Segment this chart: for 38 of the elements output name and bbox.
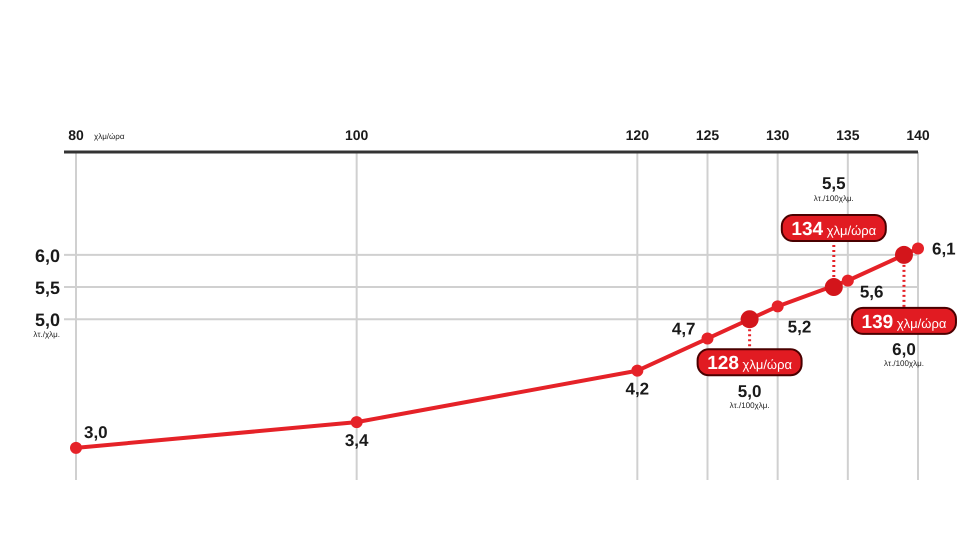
point [70, 442, 82, 454]
annotation: 134 χλμ/ώρα [791, 219, 877, 240]
x-tick-label: 120 [626, 127, 650, 143]
y-tick-label: 5,0 [34, 310, 60, 330]
point [772, 300, 784, 312]
annotation: λτ./100χλμ. [814, 194, 854, 204]
data-label: 5,6 [860, 282, 884, 302]
data-label: 3,0 [84, 422, 108, 442]
annotation: 6,0 [892, 340, 916, 359]
point [894, 246, 913, 264]
y-tick-label: 6,0 [34, 246, 60, 266]
x-axis-title: χλμ/ώρα [94, 132, 125, 141]
y-axis-title: λτ./χλμ. [33, 330, 60, 340]
annotation: 5,0 [738, 382, 762, 402]
y-tick-label: 5,5 [34, 278, 60, 298]
point [631, 364, 644, 377]
x-tick-label: 100 [344, 127, 369, 143]
annotation: λτ./100χλμ. [884, 358, 924, 368]
point [912, 242, 924, 254]
point [842, 274, 854, 287]
annotation: 128 χλμ/ώρα [707, 353, 792, 374]
annotation: 139 χλμ/ώρα [862, 312, 947, 333]
data-label: 4,2 [626, 380, 650, 399]
point [740, 310, 759, 328]
data-label: 5,2 [788, 317, 812, 336]
x-tick-label: 80 [68, 127, 84, 143]
x-tick-label: 125 [696, 127, 720, 143]
point [824, 278, 843, 296]
data-label: 6,1 [932, 239, 956, 258]
annotation: λτ./100χλμ. [730, 401, 770, 410]
data-label: 4,7 [672, 320, 696, 339]
x-tick-label: 130 [766, 127, 790, 143]
x-tick-label: 140 [906, 127, 930, 143]
x-tick-label: 135 [836, 127, 860, 143]
point [702, 332, 714, 345]
annotation: 5,5 [822, 174, 846, 194]
data-label: 3,4 [344, 431, 370, 450]
point [350, 416, 363, 428]
